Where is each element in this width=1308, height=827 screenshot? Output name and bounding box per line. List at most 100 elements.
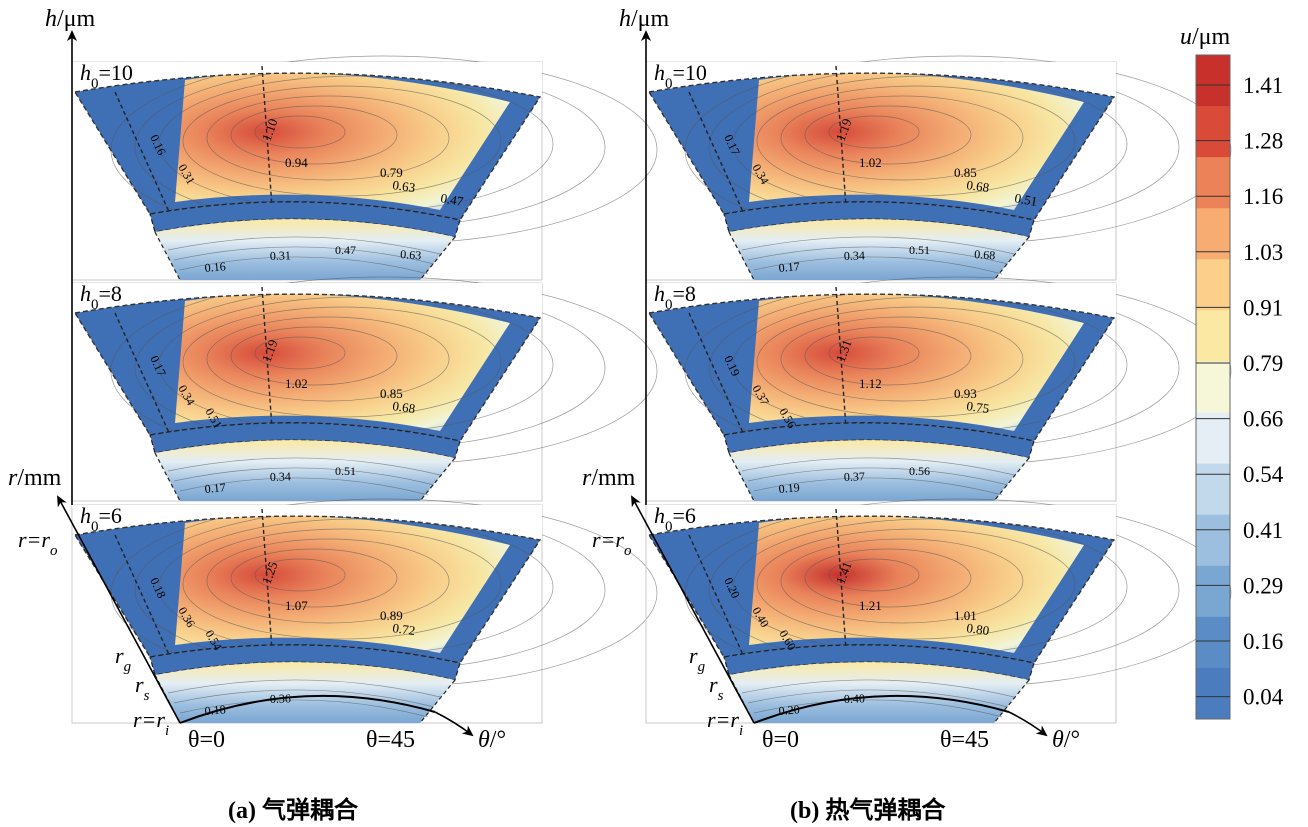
theta-zero-label: θ=0 <box>762 727 799 753</box>
theta-45-label: θ=45 <box>366 727 415 753</box>
colorbar-segment <box>1196 208 1230 260</box>
theta-axis <box>434 711 474 737</box>
lower-right-edge <box>993 679 1030 724</box>
lower-contour-line <box>747 246 1009 265</box>
h0-label: h0=6 <box>654 503 696 535</box>
lower-contour-label: 0.51 <box>335 464 356 478</box>
r-axis <box>631 495 755 724</box>
lower-contour-label: 0.68 <box>974 247 996 262</box>
colorbar-segment <box>1196 106 1230 158</box>
groove-boundary-line <box>688 91 745 215</box>
lower-left-edge <box>728 452 755 502</box>
r-o-label: r=ro <box>18 527 58 559</box>
theta-45-label: θ=45 <box>940 727 989 753</box>
layer-p1-1: h0=80.190.370.561.311.120.930.750.190.37… <box>645 276 1232 502</box>
lower-contour-label: 0.34 <box>270 469 291 484</box>
contour-line <box>230 105 398 165</box>
r-s-label: rs <box>135 672 150 704</box>
lower-contour-line <box>753 477 1003 496</box>
colorbar-tick-label: 0.66 <box>1243 407 1283 432</box>
theta-reference-line <box>261 65 273 208</box>
colorbar-segment <box>1196 310 1230 362</box>
contour-label: 1.19 <box>833 117 855 144</box>
caption-a: (a) 气弹耦合 <box>228 790 358 825</box>
r-axis-label: r/mm <box>582 465 636 491</box>
layer-p0-1: h0=80.170.340.511.191.020.850.680.170.34… <box>71 276 658 502</box>
lower-contour-line <box>753 256 1003 275</box>
layer-p1-0: h0=100.170.341.191.020.850.680.510.170.3… <box>645 55 1232 281</box>
lower-contour-label: 0.16 <box>204 259 226 275</box>
contour-label: 1.02 <box>859 155 882 170</box>
lower-ring-band <box>729 440 1029 501</box>
lower-contour-label: 0.19 <box>778 480 800 496</box>
contour-line <box>780 95 1024 181</box>
r-g-label: rg <box>689 643 706 675</box>
theta-axis-label: θ/° <box>1052 727 1080 753</box>
lower-contour-label: 0.20 <box>778 702 800 718</box>
contour-line <box>182 85 502 197</box>
colorbar-tick-label: 0.79 <box>1243 351 1283 376</box>
colorbar-tick-label: 1.41 <box>1243 73 1283 98</box>
lower-contour-line <box>173 689 435 708</box>
lower-contour-line <box>741 236 1015 255</box>
upper-sector-heatmap <box>749 515 1084 653</box>
panel-b: h0=100.170.341.191.020.850.680.510.170.3… <box>582 6 1232 753</box>
colorbar-tick-label: 0.41 <box>1243 518 1283 543</box>
contour-line <box>182 306 502 418</box>
contour-line <box>206 316 450 402</box>
r-axis-label: r/mm <box>8 465 62 491</box>
lower-contour-line <box>753 699 1003 718</box>
lower-ring-band <box>155 219 455 280</box>
groove-boundary-line <box>114 91 171 215</box>
upper-sector-heatmap <box>175 515 510 653</box>
lower-contour-line <box>179 256 429 275</box>
theta-axis-label: θ/° <box>478 727 506 753</box>
theta-reference-line <box>835 508 847 651</box>
mask-top <box>72 505 542 540</box>
r-axis <box>57 495 181 724</box>
contour-line <box>230 326 398 386</box>
colorbar-segment <box>1196 361 1230 414</box>
contour-label: 1.10 <box>259 117 281 144</box>
mask-top <box>72 62 542 97</box>
lower-contour-line <box>179 477 429 496</box>
theta-reference-line <box>261 508 273 651</box>
contour-label: 1.31 <box>833 338 855 365</box>
contour-line <box>254 558 346 592</box>
lower-contour-line <box>167 679 441 698</box>
contour-label: 0.85 <box>380 386 403 401</box>
contour-label: 0.68 <box>966 177 991 195</box>
r-i-label: r=ri <box>133 707 169 739</box>
colorbar-tick-label: 1.03 <box>1243 240 1283 265</box>
lower-contour-label: 0.34 <box>844 248 865 263</box>
contour-line <box>828 336 920 370</box>
colorbar-title: u/μm <box>1180 24 1231 50</box>
lower-contour-line <box>747 689 1009 708</box>
contour-label: 0.47 <box>439 190 465 209</box>
groove-boundary-line <box>688 534 745 658</box>
colorbar-tick-label: 1.28 <box>1243 129 1283 154</box>
contour-line <box>804 548 972 608</box>
colorbar-segment <box>1196 514 1230 567</box>
caption-b-prefix: (b) <box>790 798 820 824</box>
contour-line <box>780 538 1024 624</box>
contour-label: 1.25 <box>259 560 281 587</box>
lower-contour-label: 0.17 <box>204 480 226 496</box>
colorbar-tick-label: 0.04 <box>1243 685 1284 710</box>
theta-reference-line <box>835 286 847 429</box>
contour-line <box>182 528 502 640</box>
theta-reference-line <box>261 286 273 429</box>
contour-line <box>206 538 450 624</box>
lower-right-edge <box>419 679 456 724</box>
contour-line <box>804 326 972 386</box>
colorbar-segment <box>1196 55 1230 107</box>
inner-radius-arc <box>179 694 436 724</box>
r-i-label: r=ri <box>707 707 743 739</box>
lower-right-edge <box>419 457 456 502</box>
lower-contour-line <box>173 246 435 265</box>
colorbar-tick-label: 0.16 <box>1243 629 1283 654</box>
caption-a-prefix: (a) <box>228 798 256 824</box>
contour-label: 0.51 <box>1013 190 1038 209</box>
lower-contour-label: 0.37 <box>844 469 865 484</box>
upper-sector-heatmap <box>175 72 510 211</box>
